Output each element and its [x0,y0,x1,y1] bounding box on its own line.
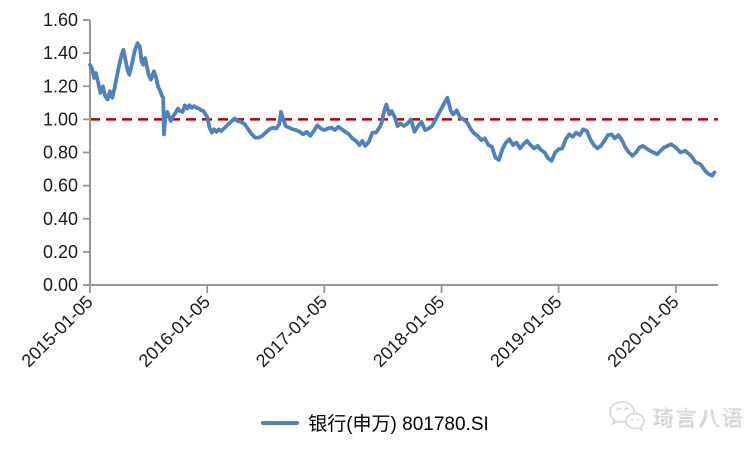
x-tick-label: 2017-01-05 [252,292,331,371]
y-tick-label: 1.00 [43,109,78,129]
y-tick-label: 0.40 [43,209,78,229]
watermark-text: 琦言八语 [652,407,744,430]
x-tick-label: 2016-01-05 [135,292,214,371]
x-tick-label: 2020-01-05 [603,292,682,371]
y-tick-label: 1.20 [43,76,78,96]
series-line [88,41,717,178]
y-tick-label: 0.20 [43,242,78,262]
legend-marker-line [261,420,300,425]
y-tick-label: 1.40 [43,43,78,63]
wechat-icon [609,401,645,432]
y-tick-label: 0.60 [43,176,78,196]
y-tick-label: 0.80 [43,143,78,163]
y-tick-label: 0.00 [43,275,78,295]
x-tick-label: 2018-01-05 [369,292,448,371]
chart-legend: 银行(申万) 801780.SI [0,409,750,436]
x-tick-label: 2015-01-05 [18,292,97,371]
x-tick-label: 2019-01-05 [486,292,565,371]
legend-series-label: 银行(申万) 801780.SI [308,414,489,435]
watermark: 琦言八语 [607,399,744,435]
y-tick-label: 1.60 [43,10,78,30]
